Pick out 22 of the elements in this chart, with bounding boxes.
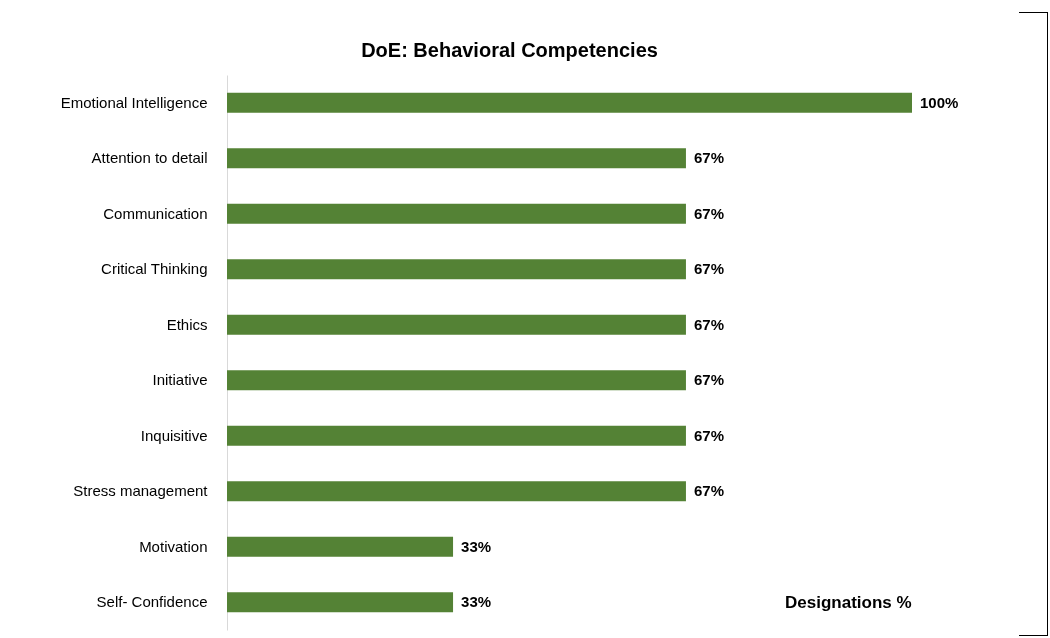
data-label: 67%: [693, 315, 724, 333]
chart-title: DoE: Behavioral Competencies: [361, 39, 658, 61]
y-tick-label: Motivation: [139, 537, 208, 555]
y-tick-label: Emotional Intelligence: [60, 93, 208, 111]
y-tick-label: Attention to detail: [91, 149, 208, 167]
data-label: 100%: [920, 93, 959, 111]
y-tick-label: Communication: [103, 204, 208, 222]
y-tick-label: Critical Thinking: [101, 260, 208, 278]
data-label: 67%: [693, 204, 724, 222]
data-label: 67%: [693, 371, 724, 389]
y-tick-label: Self- Confidence: [96, 593, 208, 611]
y-tick-label: Stress management: [73, 482, 209, 500]
annotation: Designations %: [785, 593, 912, 612]
data-label: 33%: [461, 593, 492, 611]
y-tick-label: Ethics: [166, 315, 208, 333]
data-label: 33%: [461, 537, 492, 555]
data-label: 67%: [693, 426, 724, 444]
data-label: 67%: [693, 260, 724, 278]
y-tick-label: Initiative: [152, 371, 208, 389]
y-tick-label: Inquisitive: [140, 426, 208, 444]
data-label: 67%: [693, 149, 724, 167]
data-label: 67%: [693, 482, 724, 500]
